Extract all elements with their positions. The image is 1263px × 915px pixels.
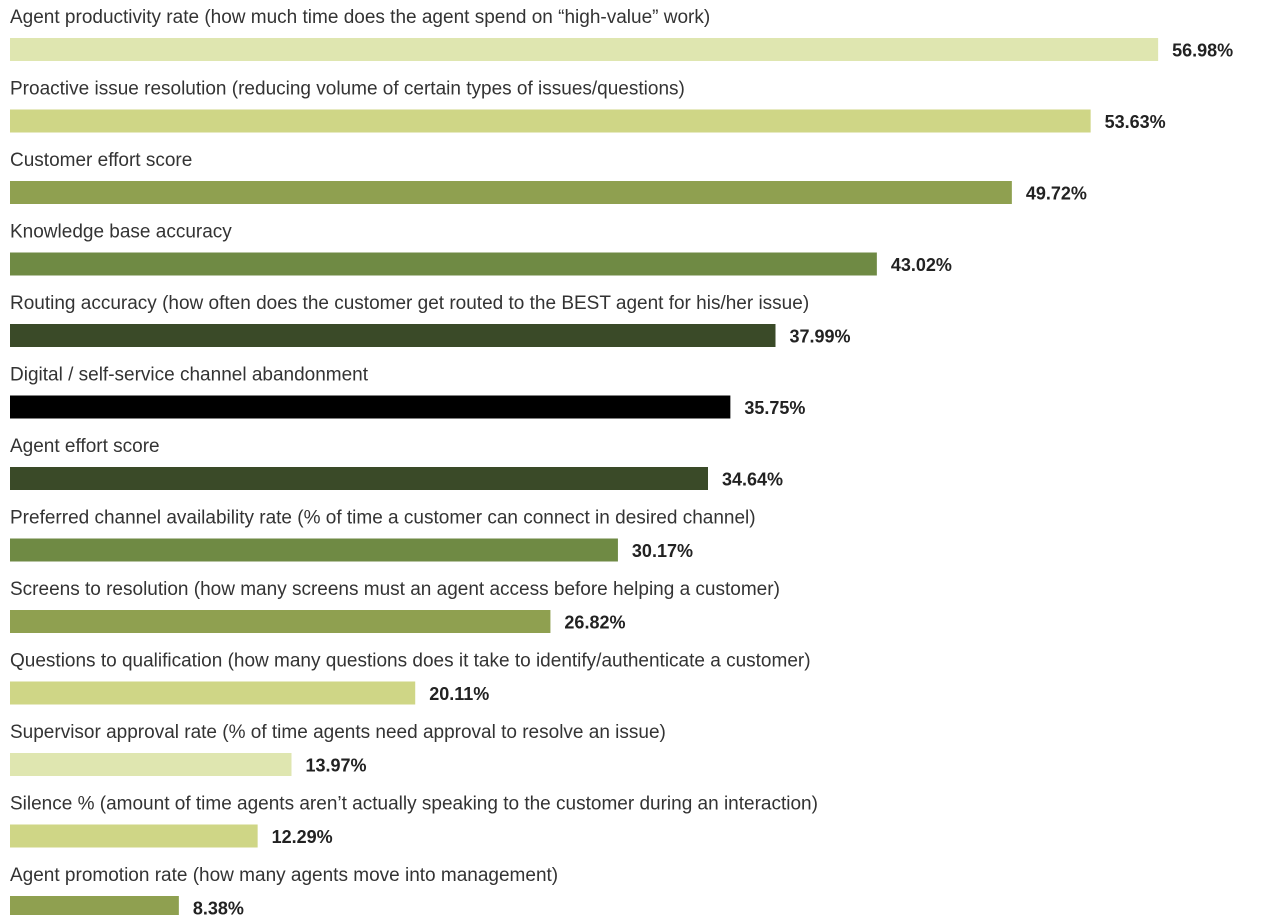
category-label: Silence % (amount of time agents aren’t … bbox=[10, 794, 818, 815]
value-label: 20.11% bbox=[429, 684, 489, 704]
value-label: 43.02% bbox=[891, 255, 952, 275]
bar bbox=[10, 181, 1012, 204]
category-label: Proactive issue resolution (reducing vol… bbox=[10, 79, 685, 100]
value-label: 12.29% bbox=[272, 827, 333, 847]
category-label: Supervisor approval rate (% of time agen… bbox=[10, 722, 666, 743]
bar bbox=[10, 681, 416, 705]
bar bbox=[10, 252, 877, 276]
category-label: Digital / self-service channel abandonme… bbox=[10, 365, 369, 386]
value-label: 37.99% bbox=[789, 326, 850, 346]
bar bbox=[10, 824, 258, 848]
bar bbox=[10, 109, 1091, 133]
category-label: Questions to qualification (how many que… bbox=[10, 651, 811, 672]
bar bbox=[10, 38, 1159, 61]
bar bbox=[10, 538, 618, 562]
value-label: 56.98% bbox=[1172, 40, 1233, 60]
category-label: Agent effort score bbox=[10, 436, 160, 457]
bar bbox=[10, 753, 292, 776]
value-label: 53.63% bbox=[1105, 112, 1166, 132]
category-label: Preferred channel availability rate (% o… bbox=[10, 508, 756, 529]
category-label: Customer effort score bbox=[10, 150, 192, 171]
bar bbox=[10, 610, 551, 633]
category-label: Agent productivity rate (how much time d… bbox=[10, 7, 710, 28]
bar bbox=[10, 324, 776, 347]
category-label: Routing accuracy (how often does the cus… bbox=[10, 293, 809, 314]
value-label: 8.38% bbox=[193, 898, 244, 915]
value-label: 35.75% bbox=[744, 398, 805, 418]
value-label: 30.17% bbox=[632, 541, 693, 561]
bar bbox=[10, 395, 731, 419]
value-label: 26.82% bbox=[564, 612, 625, 632]
value-label: 34.64% bbox=[722, 469, 783, 489]
bar bbox=[10, 896, 179, 915]
category-label: Knowledge base accuracy bbox=[10, 222, 232, 243]
value-label: 13.97% bbox=[305, 755, 366, 775]
category-label: Screens to resolution (how many screens … bbox=[10, 579, 780, 600]
bar bbox=[10, 467, 708, 490]
category-label: Agent promotion rate (how many agents mo… bbox=[10, 865, 558, 886]
value-label: 49.72% bbox=[1026, 183, 1087, 203]
